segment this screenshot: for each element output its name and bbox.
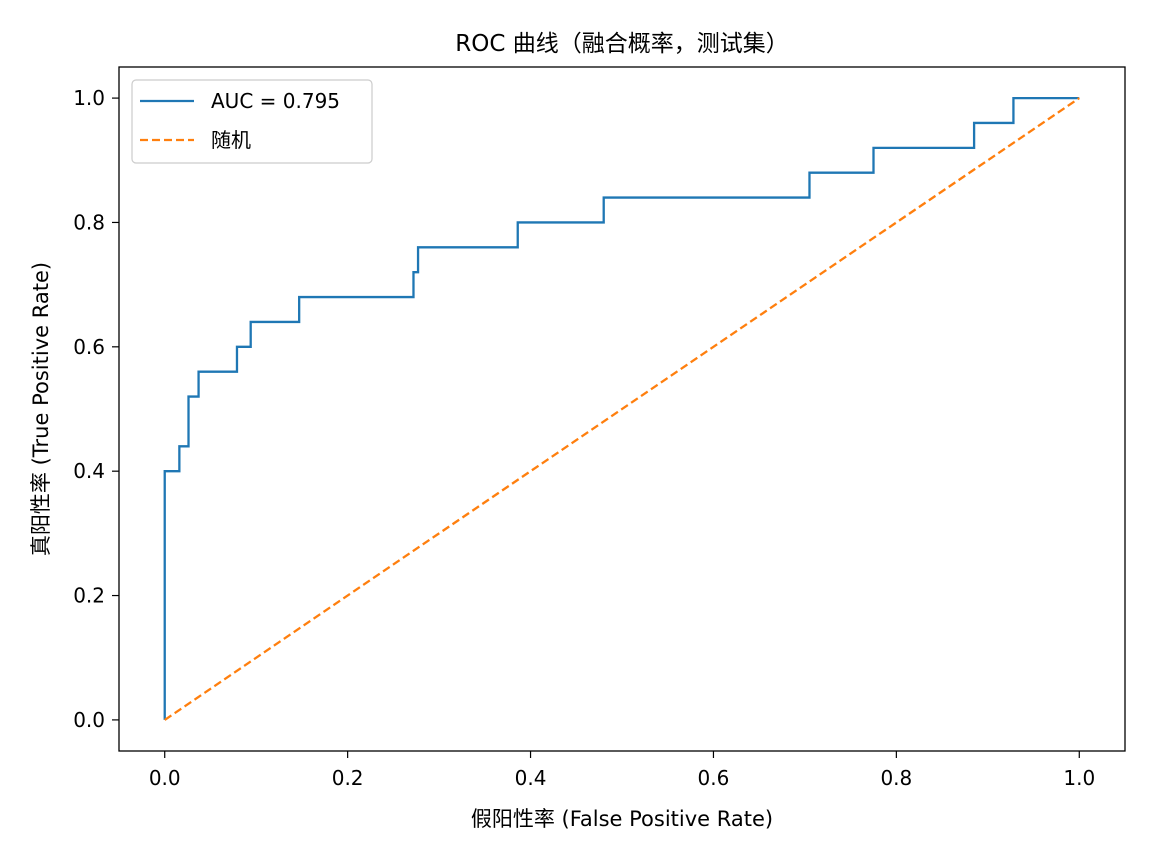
y-axis-title: 真阳性率 (True Positive Rate) xyxy=(29,262,53,556)
legend-label-auc: AUC = 0.795 xyxy=(211,89,340,113)
y-axis-ticks: 0.0 0.2 0.4 0.6 0.8 1.0 xyxy=(73,86,119,732)
y-tick-label: 0.8 xyxy=(73,210,105,234)
roc-curve-line xyxy=(163,96,1080,720)
y-tick-label: 0.4 xyxy=(73,459,105,483)
x-axis-title: 假阳性率 (False Positive Rate) xyxy=(471,807,773,831)
x-tick-label: 0.8 xyxy=(880,766,912,790)
legend-label-random: 随机 xyxy=(211,128,251,152)
y-tick-label: 0.6 xyxy=(73,335,105,359)
plot-frame xyxy=(118,66,1126,752)
legend: AUC = 0.795 随机 xyxy=(131,79,373,164)
y-tick-label: 0.0 xyxy=(73,708,105,732)
x-tick-label: 0.0 xyxy=(149,766,181,790)
x-tick-label: 0.6 xyxy=(698,766,730,790)
x-tick-label: 0.2 xyxy=(332,766,364,790)
series-layer xyxy=(163,96,1080,721)
x-tick-label: 1.0 xyxy=(1063,766,1095,790)
y-tick-label: 1.0 xyxy=(73,86,105,110)
chart-title: ROC 曲线（融合概率，测试集） xyxy=(455,31,788,57)
y-tick-label: 0.2 xyxy=(73,584,105,608)
x-axis-ticks: 0.0 0.2 0.4 0.6 0.8 1.0 xyxy=(149,751,1095,790)
random-baseline-line xyxy=(164,97,1080,721)
x-tick-label: 0.4 xyxy=(515,766,547,790)
